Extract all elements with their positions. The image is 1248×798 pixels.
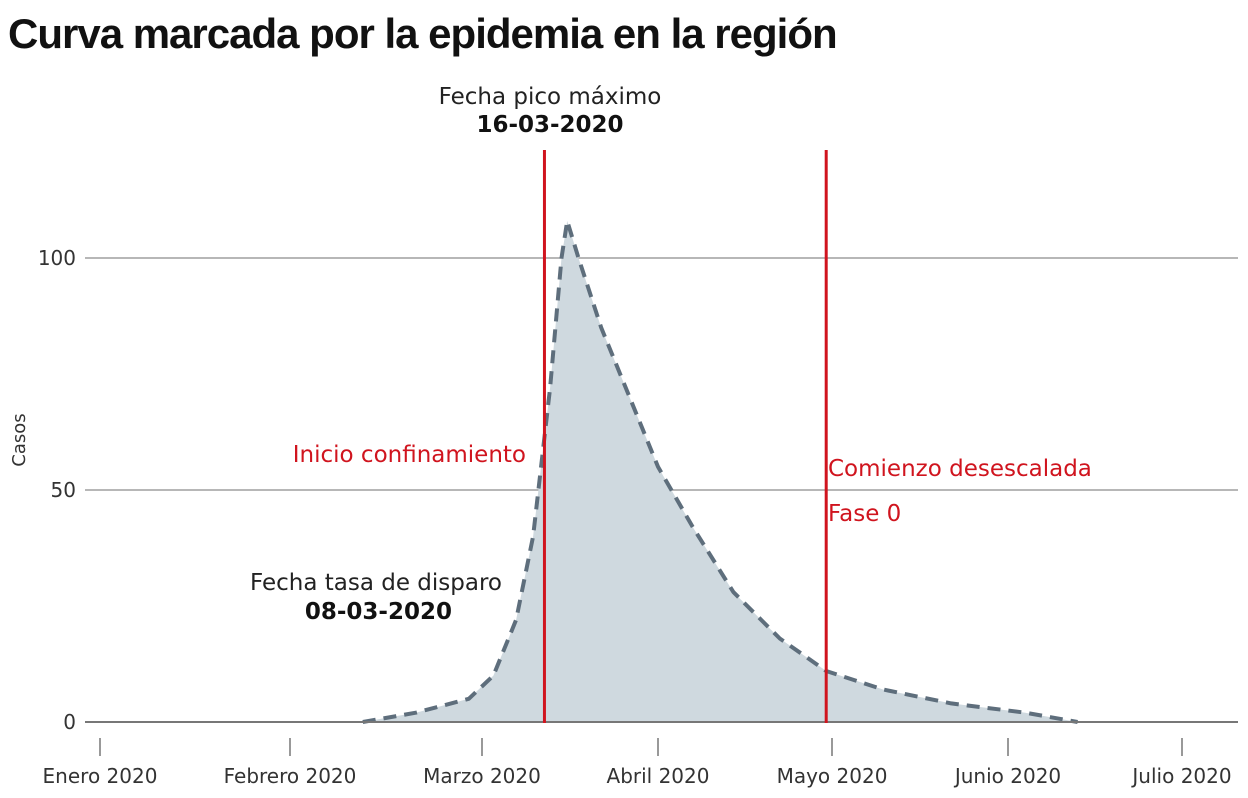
x-tick-label: Febrero 2020 [224, 764, 357, 788]
phase-label: Fase 0 [828, 501, 901, 527]
series-line [362, 218, 1078, 724]
marker-lines [542, 150, 828, 723]
peak-date: 16-03-2020 [476, 112, 623, 138]
y-tick-label: 0 [63, 710, 76, 734]
x-tick-label: Junio 2020 [953, 764, 1061, 788]
trigger-date: 08-03-2020 [305, 599, 452, 625]
x-tick-label: Abril 2020 [607, 764, 710, 788]
y-tick-label: 50 [51, 478, 76, 502]
y-tick-label: 100 [38, 246, 76, 270]
area-fill [362, 220, 1078, 722]
series-area [362, 218, 1078, 724]
y-tick-labels: 0 50 100 [38, 246, 76, 734]
deescalation-label: Comienzo desescalada [828, 456, 1092, 482]
y-axis-label: Casos [9, 413, 30, 466]
chart-title: Curva marcada por la epidemia en la regi… [8, 10, 838, 57]
lockdown-label: Inicio confinamiento [293, 442, 526, 468]
x-tick-label: Mayo 2020 [777, 764, 888, 788]
trigger-label: Fecha tasa de disparo [250, 570, 502, 596]
x-tick-label: Julio 2020 [1130, 764, 1231, 788]
x-tick-label: Marzo 2020 [423, 764, 541, 788]
x-tick-label: Enero 2020 [43, 764, 158, 788]
peak-label: Fecha pico máximo [439, 84, 662, 110]
x-axis: Enero 2020 Febrero 2020 Marzo 2020 Abril 20… [43, 721, 1238, 788]
